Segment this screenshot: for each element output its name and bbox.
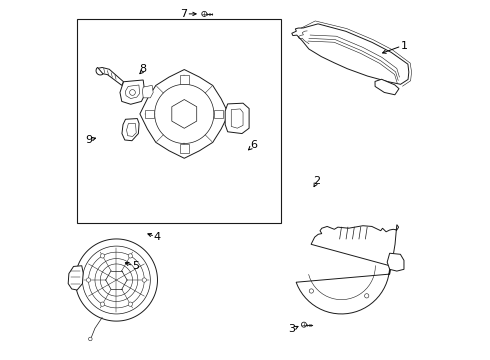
- Polygon shape: [128, 302, 132, 306]
- Text: 1: 1: [400, 41, 408, 51]
- Polygon shape: [89, 337, 92, 341]
- Polygon shape: [180, 144, 189, 153]
- Polygon shape: [155, 84, 214, 144]
- Polygon shape: [130, 90, 135, 95]
- Polygon shape: [122, 118, 139, 141]
- Polygon shape: [96, 67, 103, 75]
- Polygon shape: [75, 239, 157, 321]
- Text: 9: 9: [85, 135, 92, 145]
- Polygon shape: [142, 278, 147, 282]
- Polygon shape: [146, 110, 154, 118]
- Polygon shape: [172, 99, 196, 128]
- Polygon shape: [140, 69, 229, 158]
- Polygon shape: [97, 67, 123, 85]
- Polygon shape: [86, 278, 91, 282]
- Polygon shape: [128, 254, 132, 258]
- Text: 2: 2: [313, 176, 320, 186]
- Polygon shape: [120, 80, 145, 104]
- Text: 8: 8: [140, 64, 147, 73]
- Polygon shape: [292, 24, 409, 84]
- Text: 7: 7: [180, 9, 187, 19]
- Text: 5: 5: [133, 261, 140, 271]
- Polygon shape: [82, 246, 150, 314]
- Polygon shape: [231, 109, 243, 128]
- Polygon shape: [296, 225, 398, 314]
- Polygon shape: [100, 302, 104, 306]
- Polygon shape: [301, 322, 306, 327]
- Polygon shape: [225, 103, 249, 134]
- Polygon shape: [309, 289, 314, 293]
- Polygon shape: [68, 266, 83, 290]
- Bar: [77, 19, 281, 223]
- Polygon shape: [375, 79, 399, 95]
- Polygon shape: [365, 294, 369, 298]
- Polygon shape: [387, 253, 404, 271]
- Text: 3: 3: [288, 324, 295, 334]
- Text: 4: 4: [154, 232, 161, 242]
- Polygon shape: [202, 12, 207, 17]
- Polygon shape: [125, 85, 140, 99]
- Polygon shape: [100, 254, 104, 258]
- Polygon shape: [215, 110, 223, 118]
- Polygon shape: [180, 75, 189, 84]
- Text: 6: 6: [250, 140, 257, 150]
- Polygon shape: [143, 85, 153, 98]
- Polygon shape: [126, 123, 136, 136]
